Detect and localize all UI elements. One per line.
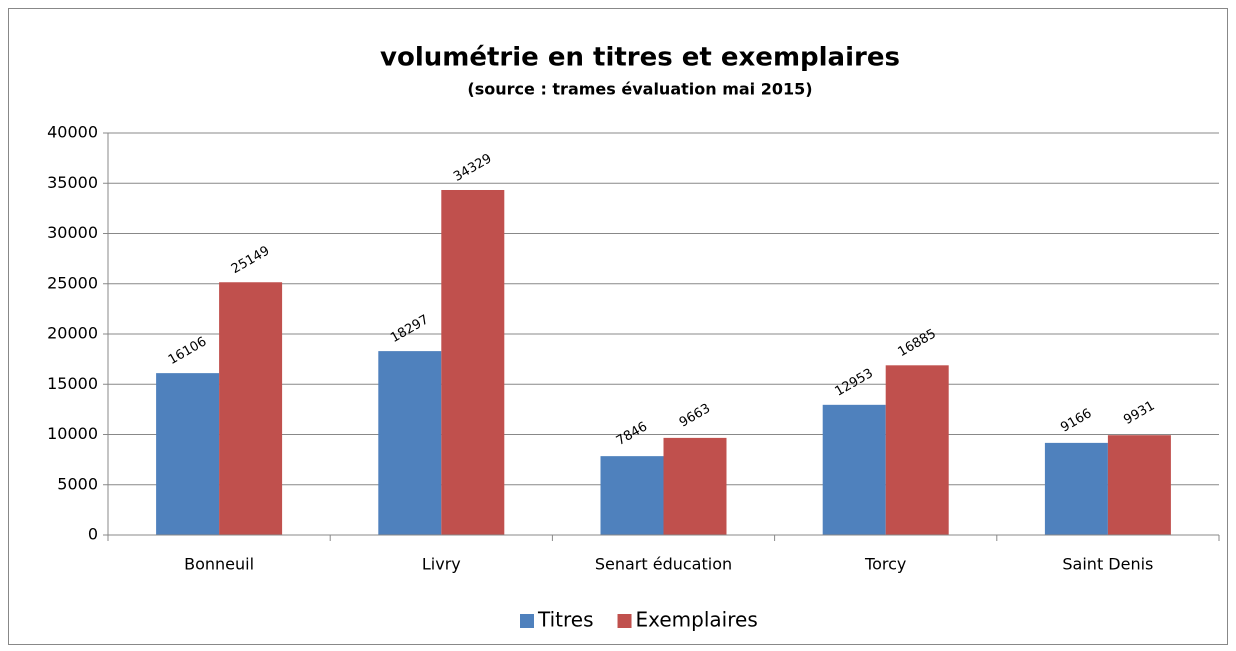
chart-subtitle: (source : trames évaluation mai 2015) [467,80,812,99]
bar [1044,442,1108,535]
y-tick-label: 40000 [47,123,98,142]
x-tick-label: Saint Denis [1062,555,1153,574]
bar [441,189,505,536]
x-tick-label: Senart éducation [595,555,732,574]
legend-label: Titres [537,608,594,632]
bar [1107,435,1171,535]
chart-border [8,8,1228,645]
x-tick-label: Torcy [864,555,906,574]
bar [156,373,220,535]
x-tick-label: Bonneuil [184,555,254,574]
x-tick-label: Livry [422,555,461,574]
y-tick-label: 15000 [47,374,98,393]
legend-swatch [520,614,534,628]
y-tick-label: 20000 [47,324,98,343]
y-tick-label: 25000 [47,273,98,292]
bar [885,365,949,535]
legend-label: Exemplaires [636,608,758,632]
legend-swatch [617,614,632,628]
bar [822,404,886,535]
bar [663,437,727,535]
y-tick-label: 35000 [47,173,98,192]
bar [600,456,664,535]
chart-title: volumétrie en titres et exemplaires [380,43,900,73]
y-tick-label: 30000 [47,223,98,242]
bar [378,351,442,535]
y-tick-label: 10000 [47,424,98,443]
bar [219,282,283,535]
y-tick-label: 0 [88,525,98,544]
y-tick-label: 5000 [57,474,98,493]
